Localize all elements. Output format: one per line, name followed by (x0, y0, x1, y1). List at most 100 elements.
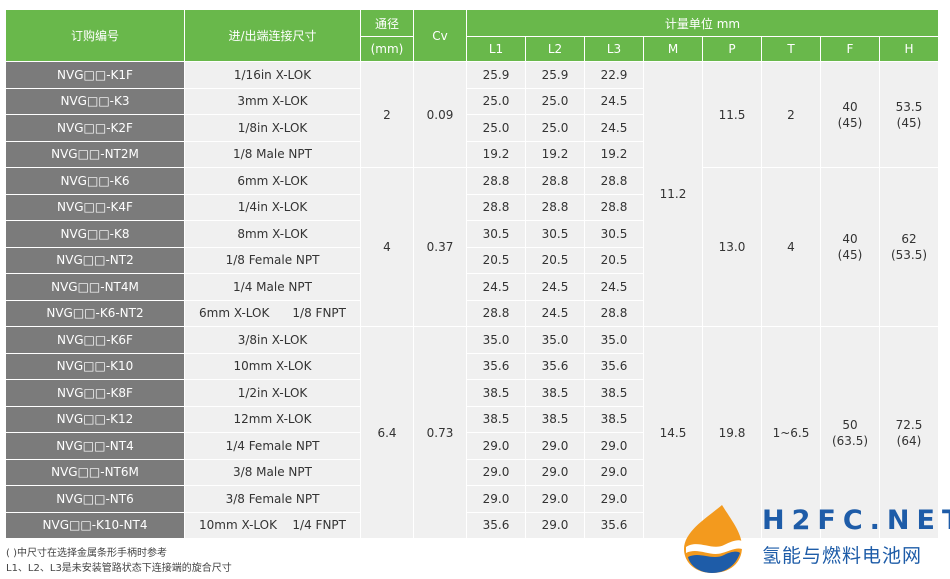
cv-cell: 0.73 (414, 327, 466, 538)
dim-t-cell: 1~6.5 (762, 327, 820, 538)
cv-cell: 0.37 (414, 168, 466, 326)
dim-l1-cell: 19.2 (467, 141, 525, 167)
dim-f-cell-value: 40 (842, 99, 858, 114)
footnotes: ( )中尺寸在选择金属条形手柄时参考 L1、L2、L3是未安装管路状态下连接端的… (6, 546, 232, 576)
table-row: NVG□□-NT2 1/8 Female NPT 20.5 20.5 20.5 (6, 247, 938, 273)
header-bore-unit: (mm) (361, 37, 413, 61)
dim-p-cell: 11.5 (703, 62, 761, 167)
connection-size-cell: 3/8in X-LOK (185, 327, 360, 353)
connection-size-cell: 1/4in X-LOK (185, 194, 360, 220)
order-code-cell: NVG□□-K2F (6, 115, 184, 141)
dim-l3-cell: 24.5 (585, 88, 643, 114)
order-code-cell: NVG□□-NT6M (6, 459, 184, 485)
dim-l3-cell: 24.5 (585, 115, 643, 141)
header-dim-l3: L3 (585, 37, 643, 61)
order-code-cell: NVG□□-NT4M (6, 274, 184, 300)
connection-size-pair: 6mm X-LOK 1/8 FNPT (185, 306, 360, 320)
dim-l3-cell: 19.2 (585, 141, 643, 167)
table-body: NVG□□-K1F 1/16in X-LOK 2 0.09 25.9 25.9 22.9 11… (6, 62, 938, 538)
dim-p-cell: 19.8 (703, 327, 761, 538)
dim-f-cell: 40 (45) (821, 168, 879, 326)
dim-l1-cell: 30.5 (467, 221, 525, 247)
header-dim-l2: L2 (526, 37, 584, 61)
connection-size-pair: 10mm X-LOK 1/4 FNPT (185, 518, 360, 532)
header-dim-m: M (644, 37, 702, 61)
dim-l3-cell: 29.0 (585, 459, 643, 485)
table-row: NVG□□-K8F 1/2in X-LOK 38.5 38.5 38.5 (6, 380, 938, 406)
table-row: NVG□□-K3 3mm X-LOK 25.0 25.0 24.5 (6, 88, 938, 114)
dim-l2-cell: 35.6 (526, 353, 584, 379)
connection-size-cell: 10mm X-LOK (185, 353, 360, 379)
dim-l1-cell: 28.8 (467, 300, 525, 326)
dim-f-cell-value: 40 (842, 232, 858, 246)
dim-l3-cell: 24.5 (585, 274, 643, 300)
order-code-cell: NVG□□-K10-NT4 (6, 512, 184, 538)
watermark-brand: H2FC.NET (762, 505, 950, 536)
connection-size-cell: 1/8in X-LOK (185, 115, 360, 141)
dim-h-cell-alt-value: (64) (896, 433, 922, 448)
dim-l1-cell: 35.6 (467, 512, 525, 538)
table-row: NVG□□-K1F 1/16in X-LOK 2 0.09 25.9 25.9 22.9 11… (6, 62, 938, 326)
dim-l1-cell: 35.6 (467, 353, 525, 379)
connection-size-cell: 1/4 Male NPT (185, 274, 360, 300)
dim-l3-cell: 30.5 (585, 221, 643, 247)
dim-h-cell: 72.5 (64) (880, 327, 938, 538)
connection-outlet: 1/4 FNPT (292, 518, 346, 533)
order-code-cell: NVG□□-K8F (6, 380, 184, 406)
dim-l3-cell: 29.0 (585, 433, 643, 459)
connection-size-cell: 1/8 Male NPT (185, 141, 360, 167)
table-row: NVG□□-K10 10mm X-LOK 35.6 35.6 35.6 (6, 353, 938, 379)
table-row: NVG□□-K2F 1/8in X-LOK 25.0 25.0 24.5 (6, 115, 938, 141)
dim-l3-cell: 35.6 (585, 353, 643, 379)
order-code-cell: NVG□□-K3 (6, 88, 184, 114)
dim-h-cell-value: 62 (901, 232, 917, 246)
header-dim-t: T (762, 37, 820, 61)
dim-l2-cell: 25.9 (526, 62, 584, 88)
header-dim-p: P (703, 37, 761, 61)
order-code-cell: NVG□□-NT4 (6, 433, 184, 459)
dim-p-cell: 13.0 (703, 168, 761, 326)
dim-l3-cell: 35.6 (585, 512, 643, 538)
table-row: NVG□□-K6 6mm X-LOK 4 0.37 28.8 28.8 28.8 13.0 4 4… (6, 168, 938, 326)
dim-l2-cell: 29.0 (526, 486, 584, 512)
header-cv: Cv (414, 10, 466, 61)
connection-size-cell: 3/8 Female NPT (185, 486, 360, 512)
dim-m-cell: 14.5 (644, 327, 702, 538)
connection-size-cell: 1/2in X-LOK (185, 380, 360, 406)
dim-h-cell: 62 (53.5) (880, 168, 938, 326)
dim-l1-cell: 29.0 (467, 433, 525, 459)
dim-f-cell-alt-value: (45) (837, 115, 863, 130)
connection-size-cell: 1/8 Female NPT (185, 247, 360, 273)
dim-l2-cell: 19.2 (526, 141, 584, 167)
order-code-cell: NVG□□-NT6 (6, 486, 184, 512)
dim-l1-cell: 25.9 (467, 62, 525, 88)
connection-inlet: 10mm X-LOK (199, 518, 277, 533)
dim-f-cell-alt-value: (63.5) (831, 433, 869, 448)
connection-size-cell: 1/16in X-LOK (185, 62, 360, 88)
dim-l1-cell: 25.0 (467, 115, 525, 141)
dim-l1-cell: 28.8 (467, 168, 525, 194)
dim-h-cell-alt-value: (53.5) (890, 248, 928, 262)
order-code-cell: NVG□□-K10 (6, 353, 184, 379)
table-row: NVG□□-K6-NT2 6mm X-LOK 1/8 FNPT 28.8 24.5 28.… (6, 300, 938, 326)
dim-l3-cell: 28.8 (585, 300, 643, 326)
header-dim-h: H (880, 37, 938, 61)
dim-l2-cell: 38.5 (526, 406, 584, 432)
order-code-cell: NVG□□-K1F (6, 62, 184, 88)
connection-size-cell: 12mm X-LOK (185, 406, 360, 432)
dim-l1-cell: 28.8 (467, 194, 525, 220)
dim-l2-cell: 20.5 (526, 247, 584, 273)
dim-l1-cell: 38.5 (467, 380, 525, 406)
table-row: NVG□□-NT2M 1/8 Male NPT 19.2 19.2 19.2 (6, 141, 938, 167)
dim-l3-cell: 29.0 (585, 486, 643, 512)
connection-outlet: 1/8 FNPT (292, 306, 346, 321)
dim-l1-cell: 25.0 (467, 88, 525, 114)
connection-size-cell: 3mm X-LOK (185, 88, 360, 114)
table-row: NVG□□-K8 8mm X-LOK 30.5 30.5 30.5 (6, 221, 938, 247)
watermark-logo: H2FC.NET 氢能与燃料电池网 (678, 503, 950, 575)
dim-l2-cell: 29.0 (526, 459, 584, 485)
order-code-cell: NVG□□-K6-NT2 (6, 300, 184, 326)
order-code-cell: NVG□□-NT2M (6, 141, 184, 167)
order-code-cell: NVG□□-K6F (6, 327, 184, 353)
bore-cell: 2 (361, 62, 413, 167)
